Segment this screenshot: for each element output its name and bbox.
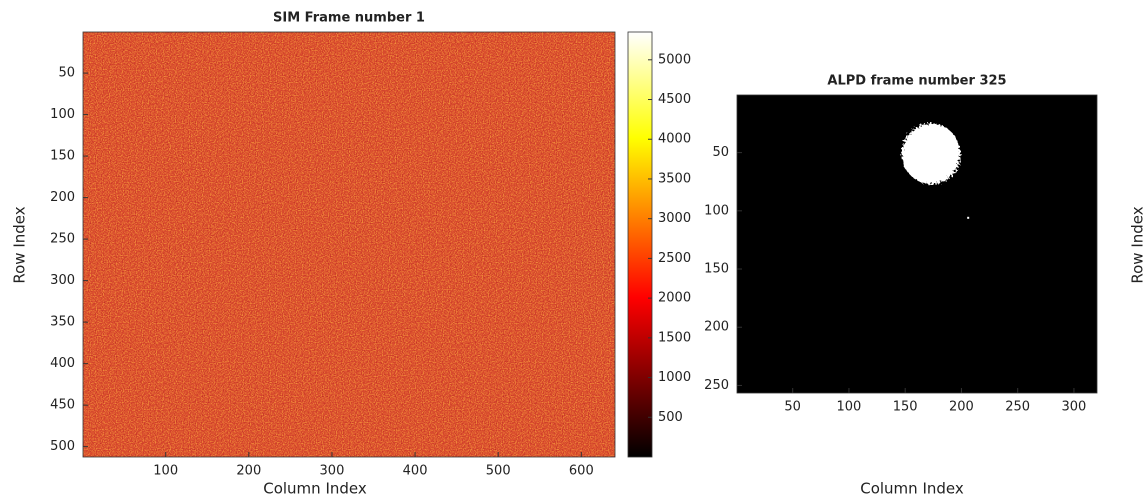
colorbar-tick-label: 4500 [658, 92, 691, 107]
x-tick-label: 300 [320, 464, 345, 479]
colorbar-tick-label: 1000 [658, 370, 691, 385]
y-tick-label: 50 [712, 145, 729, 160]
x-tick-label: 100 [837, 400, 862, 415]
y-tick-label: 200 [704, 320, 729, 335]
blob [901, 123, 961, 185]
x-tick-label: 100 [153, 464, 178, 479]
y-tick-label: 350 [50, 315, 75, 330]
spot [967, 216, 970, 219]
colorbar-tick-label: 4000 [658, 132, 691, 147]
colorbar-tick-label: 2500 [658, 251, 691, 266]
y-tick-label: 300 [50, 273, 75, 288]
y-tick-label: 400 [50, 356, 75, 371]
x-axis-label: Column Index [860, 480, 964, 497]
axes-frame [736, 94, 1098, 394]
axes-frame [82, 31, 616, 458]
y-tick-label: 150 [704, 262, 729, 277]
x-tick-label: 500 [486, 464, 511, 479]
y-tick-label: 50 [58, 66, 75, 81]
colorbar-tick-label: 2000 [658, 291, 691, 306]
y-tick-label: 100 [704, 203, 729, 218]
x-tick-label: 50 [784, 400, 801, 415]
colorbar-tick-label: 1500 [658, 330, 691, 345]
y-tick-label: 250 [704, 378, 729, 393]
y-tick-label: 200 [50, 190, 75, 205]
x-tick-label: 200 [236, 464, 261, 479]
x-tick-label: 150 [893, 400, 918, 415]
colorbar-tick-label: 5000 [658, 52, 691, 67]
colorbar-tick-label: 500 [658, 410, 683, 425]
y-axis-label: Row Index [1129, 206, 1147, 283]
y-tick-label: 450 [50, 398, 75, 413]
x-tick-label: 200 [949, 400, 974, 415]
y-tick-label: 100 [50, 107, 75, 122]
x-tick-label: 300 [1062, 400, 1087, 415]
x-axis-label: Column Index [263, 480, 367, 497]
x-tick-label: 600 [569, 464, 594, 479]
x-tick-label: 250 [1005, 400, 1030, 415]
x-tick-label: 400 [403, 464, 428, 479]
chart-title: ALPD frame number 325 [827, 74, 1006, 89]
heatmap-image [83, 32, 615, 457]
chart-title: SIM Frame number 1 [273, 11, 425, 26]
y-axis-label: Row Index [11, 206, 29, 283]
colorbar-tick-label: 3500 [658, 171, 691, 186]
colorbar [627, 31, 653, 458]
y-tick-label: 500 [50, 439, 75, 454]
colorbar-tick-label: 3000 [658, 211, 691, 226]
y-tick-label: 150 [50, 149, 75, 164]
y-tick-label: 250 [50, 232, 75, 247]
